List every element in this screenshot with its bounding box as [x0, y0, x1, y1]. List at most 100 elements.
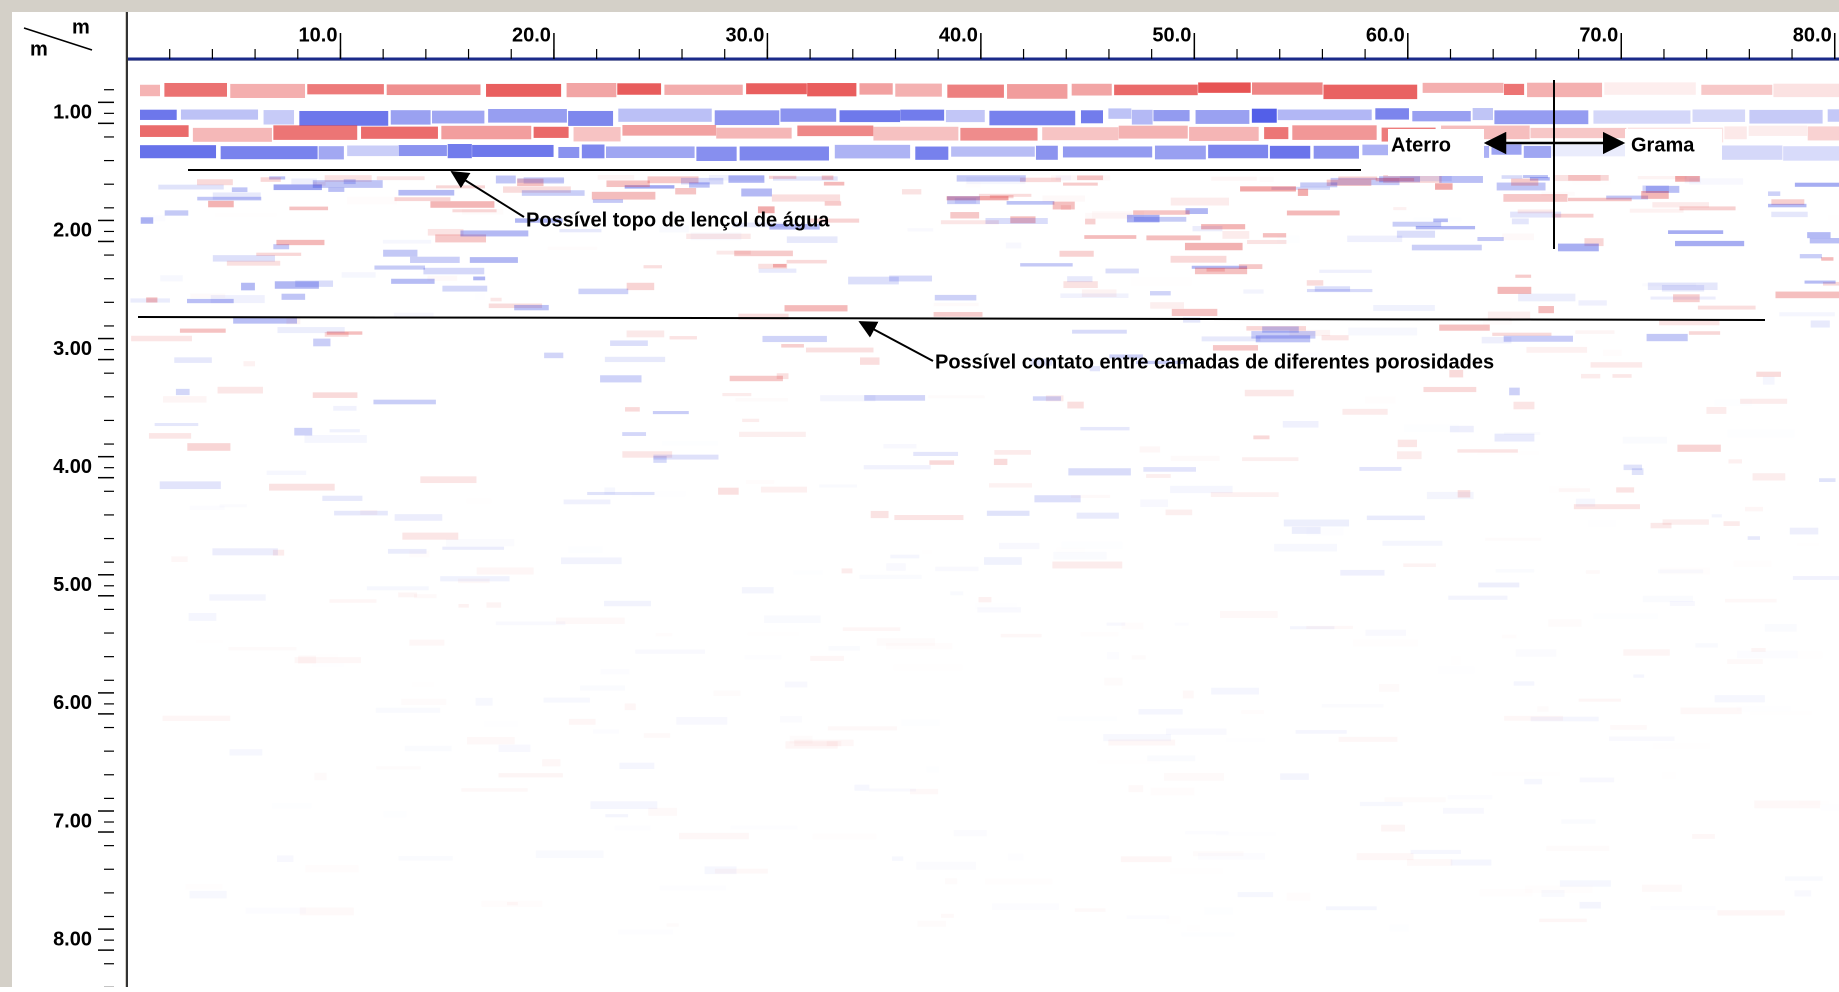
noise: [542, 759, 561, 767]
noise: [1756, 371, 1781, 377]
noise: [1081, 289, 1117, 298]
noise: [1584, 238, 1604, 247]
reflector: [873, 126, 959, 141]
x-tick-label: 30.0: [725, 24, 764, 46]
reflector: [573, 127, 621, 142]
noise: [1492, 332, 1552, 336]
noise: [1457, 449, 1518, 453]
reflector: [299, 110, 389, 126]
noise: [780, 716, 802, 723]
noise: [1109, 354, 1143, 359]
noise: [757, 206, 775, 214]
reflector: [1035, 145, 1058, 160]
reflector: [566, 83, 617, 98]
noise: [175, 388, 190, 396]
noise: [231, 187, 248, 193]
noise: [768, 175, 797, 179]
noise: [773, 263, 787, 268]
x-tick-label: 10.0: [299, 24, 338, 46]
noise: [212, 255, 275, 262]
reflector: [1292, 125, 1377, 140]
noise: [1679, 206, 1736, 211]
noise: [1450, 859, 1492, 866]
noise: [978, 597, 992, 603]
noise: [1166, 729, 1227, 735]
noise: [1373, 305, 1435, 311]
noise: [1295, 730, 1347, 734]
noise: [376, 176, 425, 181]
noise: [1121, 622, 1143, 629]
noise: [475, 697, 493, 706]
noise: [256, 252, 302, 256]
noise: [1745, 506, 1764, 512]
noise: [728, 175, 765, 183]
noise: [860, 575, 922, 579]
noise: [1359, 466, 1402, 471]
noise: [926, 766, 939, 772]
noise: [1765, 624, 1797, 632]
reflector: [1523, 145, 1552, 158]
reflector: [1042, 127, 1119, 141]
noise: [1603, 349, 1622, 356]
noise: [556, 618, 625, 624]
noise: [1477, 237, 1504, 242]
noise: [1768, 203, 1807, 208]
noise: [1448, 795, 1493, 799]
noise: [747, 632, 799, 635]
noise: [305, 865, 358, 872]
noise: [1411, 244, 1482, 251]
noise: [1794, 182, 1839, 187]
noise: [1754, 800, 1820, 808]
noise: [398, 189, 455, 196]
noise: [187, 298, 234, 304]
noise: [785, 741, 838, 749]
noise: [1502, 234, 1534, 241]
noise: [1578, 698, 1621, 702]
reflector: [140, 145, 217, 159]
noise: [934, 294, 977, 301]
noise: [427, 276, 457, 281]
noise: [1080, 426, 1130, 431]
noise: [1020, 263, 1073, 267]
noise: [1457, 490, 1471, 498]
noise: [1762, 376, 1775, 385]
noise: [808, 218, 860, 223]
noise: [1517, 209, 1555, 214]
noise: [786, 236, 838, 243]
noise: [1526, 346, 1588, 353]
noise: [606, 180, 650, 188]
noise: [1650, 522, 1672, 529]
noise: [1692, 833, 1715, 839]
reflector: [605, 146, 695, 159]
noise: [1821, 804, 1839, 811]
noise: [1393, 207, 1407, 211]
reflector: [716, 127, 792, 139]
noise: [626, 330, 665, 338]
x-tick-label: 40.0: [939, 24, 978, 46]
noise: [644, 733, 670, 738]
noise: [784, 305, 848, 312]
noise: [1575, 330, 1615, 334]
noise: [945, 878, 957, 884]
reflector: [273, 125, 358, 140]
noise: [226, 260, 281, 266]
noise: [1238, 264, 1263, 270]
reflector: [1189, 126, 1259, 141]
reflector: [230, 83, 306, 98]
noise: [1067, 276, 1093, 283]
x-tick-label: 70.0: [1579, 24, 1618, 46]
noise: [1164, 773, 1224, 781]
noise: [578, 288, 629, 295]
noise: [742, 418, 760, 423]
noise: [933, 312, 983, 317]
noise: [1523, 175, 1548, 179]
reflector: [714, 110, 780, 126]
noise: [605, 814, 629, 818]
noise: [741, 587, 774, 594]
noise: [1483, 317, 1512, 325]
noise: [966, 177, 1026, 185]
noise: [610, 340, 648, 346]
noise: [243, 361, 255, 367]
noise: [461, 788, 527, 792]
noise: [1246, 326, 1307, 331]
